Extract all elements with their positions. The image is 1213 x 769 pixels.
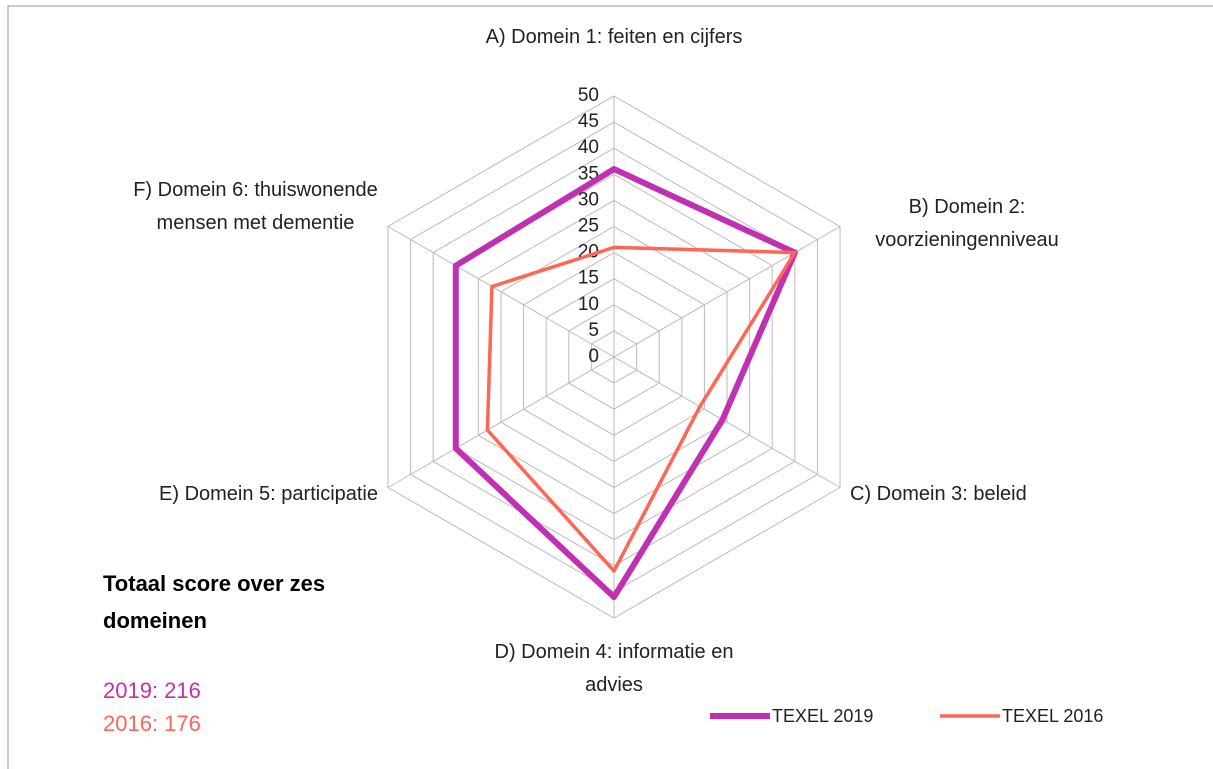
- category-label: B) Domein 2: voorzieningenniveau: [875, 196, 1059, 251]
- tick-label: 10: [578, 294, 599, 315]
- tick-label: 30: [578, 189, 599, 210]
- series-line: [485, 245, 797, 573]
- category-label: A) Domein 1: feiten en cijfers: [485, 26, 743, 48]
- tick-label: 40: [578, 137, 599, 158]
- annotation-line: 2016: 176: [103, 711, 201, 736]
- category-label: F) Domein 6: thuiswonende mensen met dem…: [133, 179, 378, 234]
- category-label: E) Domein 5: participatie: [159, 483, 378, 505]
- tick-label: 25: [578, 216, 599, 237]
- category-label: C) Domein 3: beleid: [850, 483, 1027, 505]
- tick-label: 50: [578, 85, 599, 106]
- spoke: [613, 226, 841, 358]
- frame: [7, 5, 1213, 769]
- tick-label: 0: [588, 346, 599, 367]
- spoke: [387, 226, 615, 358]
- tick-label: 45: [578, 111, 599, 132]
- annotation-title: Totaal score over zes domeinen: [103, 571, 326, 633]
- legend-label: TEXEL 2019: [772, 706, 873, 726]
- spoke: [387, 356, 615, 488]
- legend-label: TEXEL 2016: [1002, 706, 1103, 726]
- category-label: D) Domein 4: informatie en advies: [494, 641, 734, 696]
- annotation-line: 2019: 216: [103, 678, 201, 703]
- tick-label: 15: [578, 268, 599, 289]
- spoke: [613, 356, 841, 488]
- tick-label: 5: [588, 320, 599, 341]
